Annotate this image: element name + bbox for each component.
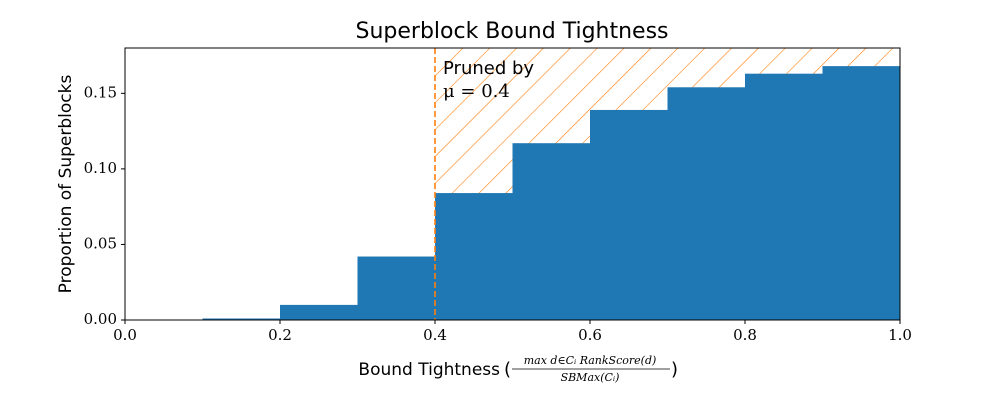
x-axis-label-denominator: SBMax(Cᵢ) [561, 371, 620, 384]
y-axis-label: Proportion of Superblocks [56, 75, 76, 294]
x-tick-label: 0.8 [733, 326, 757, 344]
paren: ( [504, 359, 511, 380]
annotation: Pruned by [443, 58, 534, 79]
x-axis-label-text: Bound Tightness [358, 360, 500, 380]
annotation: μ = 0.4 [443, 81, 510, 102]
bar [745, 73, 823, 320]
bar [202, 318, 280, 320]
bar [667, 87, 745, 321]
y-tick-label: 0.05 [84, 234, 117, 252]
bar [357, 256, 435, 320]
x-tick-label: 0.4 [423, 326, 447, 344]
y-tick-label: 0.00 [84, 310, 117, 328]
y-tick-label: 0.10 [84, 159, 117, 177]
x-axis-label: Bound Tightness ( max d∈Cᵢ RankScore(d) … [358, 354, 678, 384]
x-tick-label: 0.0 [113, 326, 137, 344]
bar [822, 66, 900, 320]
plot-frame [124, 47, 901, 321]
y-tick-label: 0.15 [84, 83, 117, 101]
bar [512, 143, 590, 320]
x-axis-label-numerator: max d∈Cᵢ RankScore(d) [524, 354, 657, 367]
x-tick-label: 1.0 [888, 326, 912, 344]
bar [435, 193, 513, 320]
bar [280, 304, 358, 320]
x-tick-label: 0.6 [578, 326, 602, 344]
paren: ) [671, 359, 678, 380]
bar [590, 109, 668, 320]
x-tick-label: 0.2 [268, 326, 292, 344]
chart-title: Superblock Bound Tightness [355, 19, 668, 44]
